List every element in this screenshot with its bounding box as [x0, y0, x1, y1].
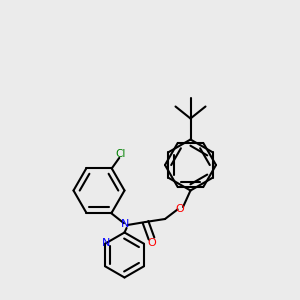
Text: Cl: Cl	[115, 149, 125, 159]
Text: O: O	[148, 238, 157, 248]
Text: N: N	[121, 219, 129, 229]
Text: N: N	[102, 238, 111, 248]
Text: O: O	[175, 203, 184, 214]
